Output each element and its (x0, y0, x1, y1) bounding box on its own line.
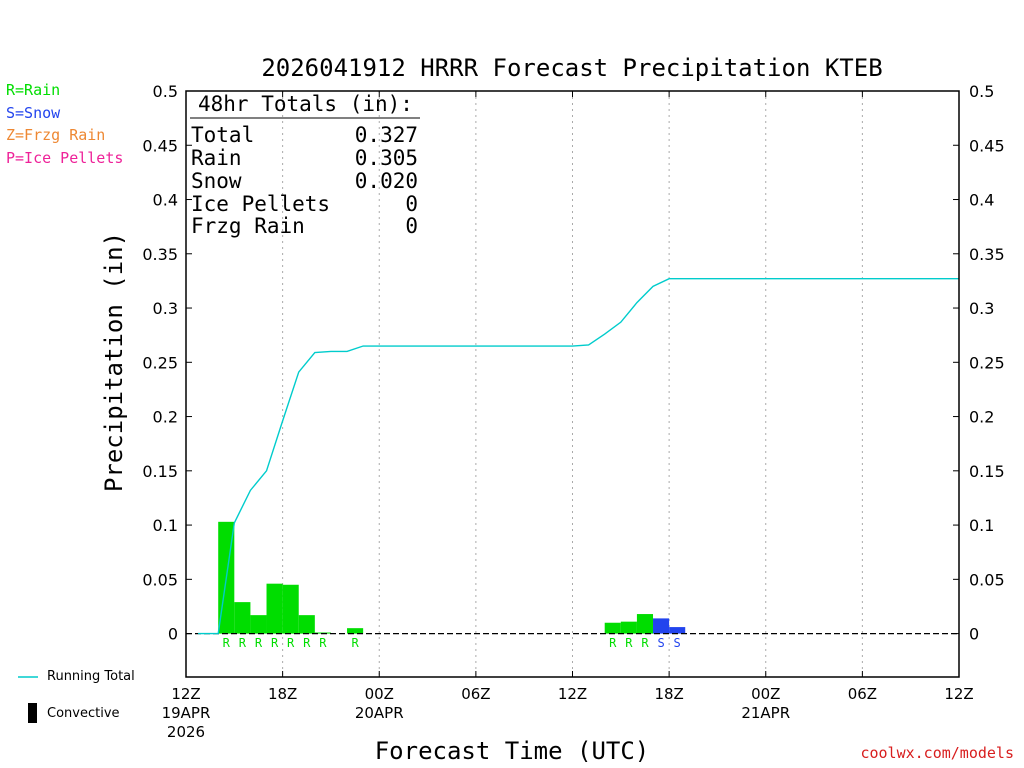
y-tick-label-left: 0.5 (153, 82, 178, 101)
precip-bar (620, 621, 637, 634)
precip-bars (218, 521, 686, 634)
y-tick-label-left: 0.25 (142, 353, 178, 372)
totals-frzg-rain-value: 0 (405, 214, 418, 238)
precip-type-label: R (223, 636, 231, 650)
axes: 0 00.05 0.050.1 0.10.15 0.150.2 0.20.25 0.250.… (142, 82, 1004, 741)
legend-ice-pellets: P=Ice Pellets (6, 149, 124, 167)
precip-bar (636, 614, 654, 634)
x-tick-label: 20APR (355, 704, 404, 722)
convective-legend-swatch (28, 703, 37, 723)
y-tick-label-right: 0.2 (969, 408, 994, 427)
y-tick-label-left: 0.35 (142, 245, 178, 264)
y-tick-label-right: 0.4 (969, 191, 994, 210)
legend-frzg-rain: Z=Frzg Rain (6, 126, 106, 144)
y-tick-label-right: 0.45 (969, 136, 1005, 155)
precip-bar (234, 602, 251, 634)
precip-type-label: R (271, 636, 279, 650)
running-total-legend-label: Running Total (47, 669, 135, 684)
totals-total-label: Total (191, 123, 254, 147)
chart-title: 2026041912 HRRR Forecast Precipitation K… (261, 54, 882, 82)
y-tick-label-right: 0.15 (969, 462, 1005, 481)
y-tick-label-right: 0.05 (969, 570, 1005, 589)
x-tick-label: 12Z (944, 685, 973, 703)
y-tick-label-left: 0.05 (142, 570, 178, 589)
convective-legend-label: Convective (47, 706, 120, 721)
totals-ice-pellets-value: 0 (405, 192, 418, 216)
y-tick-label-left: 0.1 (153, 516, 178, 535)
precip-bar (282, 584, 299, 634)
y-axis-label: Precipitation (in) (100, 232, 128, 492)
precip-type-label: R (609, 636, 617, 650)
x-tick-label: 06Z (461, 685, 490, 703)
precip-bar (250, 615, 267, 634)
y-tick-label-right: 0 (969, 625, 979, 644)
y-tick-label-right: 0.5 (969, 82, 994, 101)
y-tick-label-right: 0.1 (969, 516, 994, 535)
totals-rain-value: 0.305 (355, 146, 418, 170)
precip-type-label: R (625, 636, 633, 650)
x-tick-label: 00Z (365, 685, 394, 703)
y-tick-label-left: 0.4 (153, 191, 178, 210)
totals-snow-value: 0.020 (355, 169, 418, 193)
precip-type-label: R (239, 636, 247, 650)
precip-type-label: S (657, 636, 664, 650)
totals-snow-label: Snow (191, 169, 242, 193)
y-tick-label-right: 0.35 (969, 245, 1005, 264)
precip-bar (298, 615, 315, 634)
x-tick-label: 2026 (167, 723, 205, 741)
x-tick-label: 12Z (171, 685, 200, 703)
running-total-group (198, 278, 959, 635)
precip-type-label: R (351, 636, 359, 650)
x-tick-label: 06Z (848, 685, 877, 703)
precip-bar (266, 583, 283, 634)
precip-type-label: R (641, 636, 649, 650)
y-tick-label-right: 0.3 (969, 299, 994, 318)
running-total-line (198, 278, 959, 635)
precip-type-label: S (674, 636, 681, 650)
x-axis-label: Forecast Time (UTC) (375, 737, 650, 765)
y-tick-label-left: 0.45 (142, 136, 178, 155)
totals-ice-pellets-label: Ice Pellets (191, 192, 330, 216)
x-tick-label: 18Z (654, 685, 683, 703)
precip-bar (347, 628, 364, 634)
precip-type-label: R (303, 636, 311, 650)
totals-total-value: 0.327 (355, 123, 418, 147)
x-tick-label: 19APR (162, 704, 211, 722)
precip-type-label: R (287, 636, 295, 650)
precip-type-label: R (255, 636, 263, 650)
totals-box: 48hr Totals (in): Total 0.327 Rain 0.305… (190, 92, 420, 238)
x-tick-label: 21APR (741, 704, 790, 722)
y-tick-label-left: 0 (168, 625, 178, 644)
legend-snow: S=Snow (6, 104, 61, 122)
totals-frzg-rain-label: Frzg Rain (191, 214, 305, 238)
y-tick-label-left: 0.3 (153, 299, 178, 318)
y-tick-label-left: 0.15 (142, 462, 178, 481)
y-tick-label-left: 0.2 (153, 408, 178, 427)
totals-header: 48hr Totals (in): (198, 92, 413, 116)
x-tick-label: 18Z (268, 685, 297, 703)
precip-bar (669, 627, 686, 634)
x-tick-label: 00Z (751, 685, 780, 703)
totals-rain-label: Rain (191, 146, 242, 170)
legend-rain: R=Rain (6, 81, 61, 99)
bottom-legend-symbols (18, 676, 38, 723)
precip-bar (653, 618, 670, 634)
credit-link[interactable]: coolwx.com/models (860, 744, 1014, 762)
precip-bar (604, 622, 621, 634)
precip-type-label: R (319, 636, 327, 650)
x-tick-label: 12Z (558, 685, 587, 703)
y-tick-label-right: 0.25 (969, 353, 1005, 372)
gridlines (282, 91, 863, 677)
